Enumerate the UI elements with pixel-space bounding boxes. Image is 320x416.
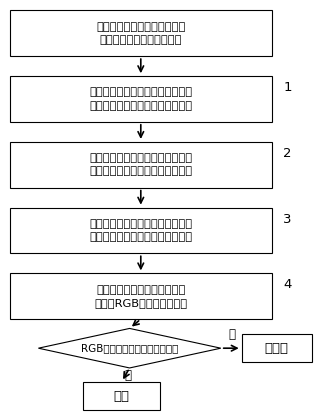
FancyBboxPatch shape xyxy=(10,142,272,188)
Text: 否: 否 xyxy=(228,328,236,342)
Text: 做相似度计算，计算图像中火焰可
疑区的相似度，确认火焰是否存在: 做相似度计算，计算图像中火焰可 疑区的相似度，确认火焰是否存在 xyxy=(89,219,192,242)
Text: 融合可见光综合判断模块结合
火焰在RGB颜色空间的模型: 融合可见光综合判断模块结合 火焰在RGB颜色空间的模型 xyxy=(94,285,188,308)
FancyBboxPatch shape xyxy=(10,273,272,319)
FancyBboxPatch shape xyxy=(83,382,160,410)
Text: 根据红外图像的特点进行灰度化处
理、二值化、区域联通、膨胀运算: 根据红外图像的特点进行灰度化处 理、二值化、区域联通、膨胀运算 xyxy=(89,87,192,111)
Polygon shape xyxy=(38,329,221,368)
FancyBboxPatch shape xyxy=(10,10,272,56)
FancyBboxPatch shape xyxy=(10,208,272,253)
Text: 2: 2 xyxy=(283,147,292,160)
Text: 非火警: 非火警 xyxy=(265,342,289,355)
FancyBboxPatch shape xyxy=(242,334,312,362)
Text: 1: 1 xyxy=(283,81,292,94)
Text: 分别对灰度图和二值化图像做差值
运算，确定场景有变化的可疑图像: 分别对灰度图和二值化图像做差值 运算，确定场景有变化的可疑图像 xyxy=(89,153,192,176)
Text: RGB值是否满足火焰的颜色模型: RGB值是否满足火焰的颜色模型 xyxy=(81,343,178,353)
Text: 4: 4 xyxy=(283,278,292,291)
Text: 是: 是 xyxy=(124,369,132,382)
Text: 火警: 火警 xyxy=(114,389,130,403)
FancyBboxPatch shape xyxy=(10,76,272,122)
Text: 3: 3 xyxy=(283,213,292,225)
Text: 红外摄像机检测火灾发出红外
线，光学成像形成红外图像: 红外摄像机检测火灾发出红外 线，光学成像形成红外图像 xyxy=(96,22,186,45)
